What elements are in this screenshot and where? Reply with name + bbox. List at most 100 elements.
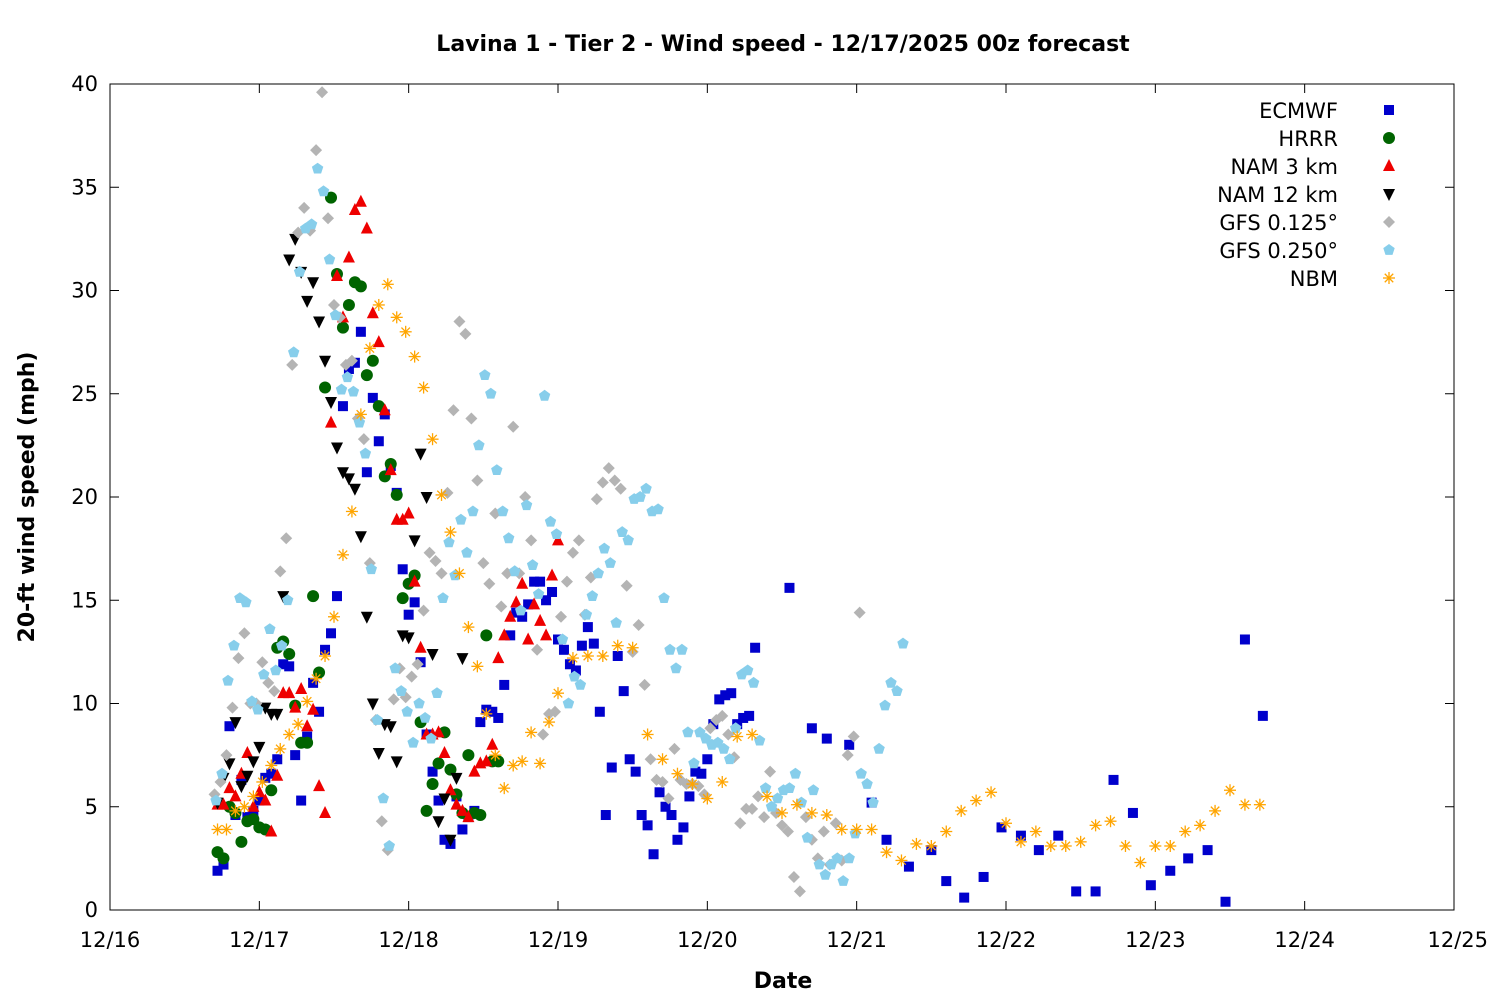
data-point [389, 662, 401, 674]
data-point [375, 815, 388, 828]
data-point [501, 567, 514, 580]
data-point [264, 623, 276, 634]
data-point [336, 321, 349, 334]
data-point [897, 637, 909, 649]
data-point [487, 706, 498, 717]
data-point [241, 770, 254, 783]
data-point [534, 613, 547, 626]
data-point [323, 253, 336, 265]
data-point [223, 758, 236, 771]
data-point [489, 507, 502, 520]
data-point [498, 782, 511, 795]
data-point [1257, 710, 1268, 721]
data-point [746, 802, 759, 815]
data-point [570, 665, 581, 676]
data-point [283, 647, 296, 660]
data-point [417, 604, 430, 617]
y-tick-label: 25 [71, 382, 98, 406]
data-point [441, 486, 454, 499]
data-point [610, 617, 622, 628]
data-point [360, 611, 373, 624]
data-point [336, 548, 349, 561]
data-point [330, 442, 343, 455]
data-point [240, 596, 252, 608]
data-point [572, 534, 585, 547]
data-point [348, 202, 361, 215]
series-gfs-0-125 [208, 86, 866, 898]
data-point [509, 565, 521, 577]
data-point [604, 557, 616, 568]
data-point [714, 694, 725, 705]
data-point [212, 865, 223, 876]
data-point [247, 813, 260, 826]
data-point [891, 685, 903, 696]
data-point [718, 742, 730, 754]
data-point [365, 563, 377, 575]
data-point [1059, 839, 1072, 852]
data-point [320, 644, 331, 655]
data-point [247, 756, 260, 769]
data-point [821, 733, 832, 744]
data-point [516, 576, 529, 589]
data-point [259, 793, 272, 806]
legend-marker [1383, 272, 1395, 284]
data-point [1253, 798, 1266, 811]
data-point [534, 757, 547, 770]
data-point [581, 650, 594, 663]
data-point [307, 277, 320, 290]
data-point [341, 371, 354, 383]
data-point [286, 358, 299, 371]
y-tick-label: 20 [71, 485, 98, 509]
data-point [335, 383, 348, 395]
data-point [531, 643, 544, 656]
data-point [511, 607, 522, 618]
data-point [413, 697, 425, 709]
data-point [222, 674, 234, 686]
data-point [1044, 839, 1057, 852]
data-point [289, 700, 302, 713]
data-point [552, 533, 564, 546]
data-point [807, 784, 820, 796]
legend-label: GFS 0.250° [1219, 239, 1338, 263]
data-point [305, 218, 318, 230]
data-point [847, 730, 860, 743]
data-point [704, 722, 717, 735]
data-point [401, 705, 413, 717]
data-point [662, 792, 675, 805]
data-point [574, 678, 587, 690]
data-point [474, 809, 487, 822]
data-point [608, 474, 621, 487]
data-point [456, 803, 469, 816]
legend-label: NBM [1290, 267, 1338, 291]
data-point [232, 652, 245, 665]
data-point [459, 327, 472, 340]
data-point [444, 763, 457, 776]
data-point [265, 784, 278, 797]
data-point [461, 546, 473, 558]
data-point [746, 728, 759, 741]
data-point [322, 212, 335, 225]
data-point [1202, 845, 1213, 856]
data-point [764, 765, 777, 778]
x-axis: 12/16 12/17 12/18 12/19 12/20 12/21 12/22 12/23… [80, 84, 1488, 952]
data-point [560, 575, 573, 588]
data-point [831, 852, 843, 864]
data-point [1053, 830, 1064, 841]
data-point [616, 526, 628, 537]
data-point [326, 628, 337, 639]
x-tick-label: 12/19 [528, 928, 589, 952]
data-point [594, 706, 605, 717]
data-point [407, 736, 419, 748]
data-point [359, 447, 372, 459]
data-point [626, 641, 639, 654]
data-point [853, 606, 866, 619]
x-tick-label: 12/16 [80, 928, 141, 952]
data-point [423, 546, 436, 559]
data-point [282, 594, 294, 606]
data-point [505, 630, 516, 641]
data-point [787, 870, 800, 883]
data-point [409, 597, 420, 608]
data-point [799, 811, 812, 824]
data-point [1134, 856, 1147, 869]
